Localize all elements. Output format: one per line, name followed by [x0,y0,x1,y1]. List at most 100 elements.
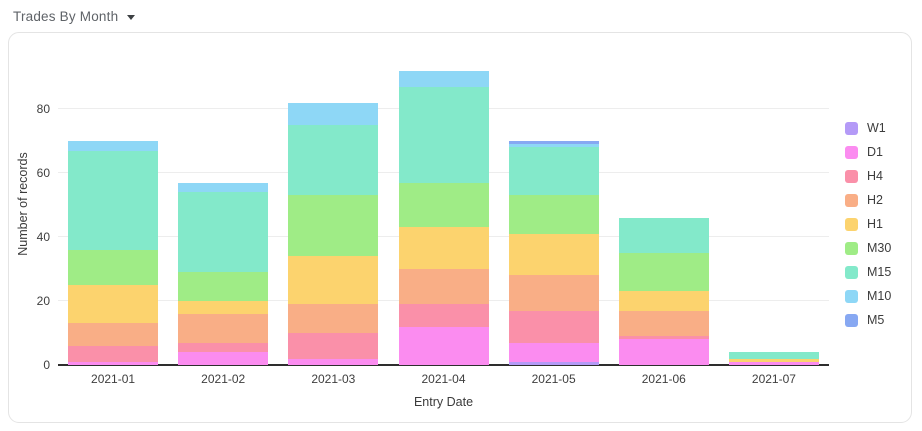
bar-segment-H4[interactable] [398,304,489,327]
bar-2021-06[interactable] [618,217,709,365]
bar-2021-05[interactable] [508,141,599,365]
bar-segment-H4[interactable] [68,345,159,362]
legend-label: H2 [867,193,883,207]
chart-card: Number of records 0 20 40 60 80 2021-01 2021-0… [8,32,912,423]
bar-segment-H2[interactable] [508,275,599,311]
x-tick-label: 2021-03 [311,372,356,386]
y-tick-label: 60 [36,166,50,180]
legend-label: M5 [867,313,885,327]
legend-label: H1 [867,217,883,231]
bar-segment-M15[interactable] [618,217,709,254]
bar-segment-D1[interactable] [508,342,599,362]
bar-segment-D1[interactable] [68,361,159,365]
legend: W1 D1 H4 H2 H1 M30 M15 M10 M5 [845,121,891,327]
legend-swatch-icon [845,217,858,231]
bar-segment-M30[interactable] [508,195,599,234]
y-tick-label: 20 [36,294,50,308]
bar-segment-M10[interactable] [178,182,269,193]
y-axis-title: Number of records [16,152,30,256]
legend-item-H2[interactable]: H2 [845,193,891,207]
legend-item-M5[interactable]: M5 [845,313,891,327]
chevron-down-icon [127,15,136,20]
y-tick-label: 80 [36,102,50,116]
bar-segment-M15[interactable] [728,352,819,359]
bar-segment-H4[interactable] [178,342,269,353]
bar-segment-M30[interactable] [178,272,269,302]
bar-segment-D1[interactable] [398,326,489,365]
bar-segment-M30[interactable] [68,249,159,286]
bar-segment-H1[interactable] [398,227,489,270]
legend-label: W1 [867,121,886,135]
bar-segment-M15[interactable] [178,192,269,273]
x-tick-label: 2021-07 [751,372,796,386]
bar-segment-M30[interactable] [398,182,489,228]
bar-segment-M10[interactable] [68,141,159,151]
plot-area: 0 20 40 60 80 2021-01 2021-02 2021-03 2021-04 202… [37,45,829,386]
legend-swatch-icon [845,289,858,303]
legend-item-M30[interactable]: M30 [845,241,891,255]
bar-segment-H4[interactable] [288,333,379,359]
bar-segment-M30[interactable] [288,195,379,257]
legend-swatch-icon [845,169,858,183]
legend-label: H4 [867,169,883,183]
bar-segment-H2[interactable] [618,310,709,337]
bar-segment-H1[interactable] [178,301,269,314]
bar-segment-H1[interactable] [728,358,819,362]
legend-swatch-icon [845,313,858,327]
bar-segment-M15[interactable] [68,150,159,250]
x-axis-title: Entry Date [413,395,474,409]
legend-item-H4[interactable]: H4 [845,169,891,183]
x-tick-label: 2021-01 [91,372,136,386]
x-tick-label: 2021-04 [421,372,466,386]
legend-swatch-icon [845,193,858,207]
chart-title-dropdown[interactable]: Trades By Month [13,9,136,24]
bar-segment-H2[interactable] [68,323,159,346]
legend-swatch-icon [845,145,858,159]
legend-item-D1[interactable]: D1 [845,145,891,159]
bar-2021-03[interactable] [288,102,379,365]
bar-2021-01[interactable] [68,141,159,365]
bar-segment-H1[interactable] [68,285,159,324]
x-axis-line [58,364,829,366]
bar-segment-M15[interactable] [398,86,489,183]
bar-segment-H4[interactable] [508,310,599,343]
bar-segment-W1[interactable] [508,361,599,365]
bar-2021-07[interactable] [728,352,819,365]
bar-segment-H1[interactable] [288,256,379,305]
bar-segment-H4[interactable] [618,336,709,340]
bar-segment-H1[interactable] [618,291,709,311]
bar-segment-M5[interactable] [508,141,599,145]
legend-item-M10[interactable]: M10 [845,289,891,303]
bar-segment-H2[interactable] [398,269,489,305]
legend-swatch-icon [845,241,858,255]
legend-label: M30 [867,241,892,255]
bar-segment-D1[interactable] [728,361,819,365]
x-tick-label: 2021-02 [201,372,246,386]
bar-2021-02[interactable] [178,182,269,365]
bar-2021-04[interactable] [398,70,489,365]
bar-segment-M15[interactable] [288,125,379,196]
page-title: Trades By Month [13,9,119,24]
bar-segment-M10[interactable] [288,102,379,126]
y-tick-label: 0 [43,358,50,372]
legend-swatch-icon [845,121,858,135]
bar-segment-M10[interactable] [398,70,489,87]
legend-swatch-icon [845,265,858,279]
bar-segment-D1[interactable] [618,339,709,365]
legend-item-M15[interactable]: M15 [845,265,891,279]
bar-segment-M10[interactable] [508,144,599,148]
legend-label: M10 [867,289,892,303]
bar-segment-M15[interactable] [508,147,599,196]
bar-segment-D1[interactable] [288,358,379,365]
y-tick-label: 40 [36,230,50,244]
bar-segment-D1[interactable] [178,352,269,365]
bar-segment-H1[interactable] [508,233,599,276]
bar-segment-H2[interactable] [288,304,379,334]
legend-label: D1 [867,145,883,159]
bar-segment-M30[interactable] [618,253,709,292]
bar-segment-H2[interactable] [178,313,269,343]
legend-label: M15 [867,265,892,279]
legend-item-H1[interactable]: H1 [845,217,891,231]
x-tick-label: 2021-05 [531,372,576,386]
legend-item-W1[interactable]: W1 [845,121,891,135]
